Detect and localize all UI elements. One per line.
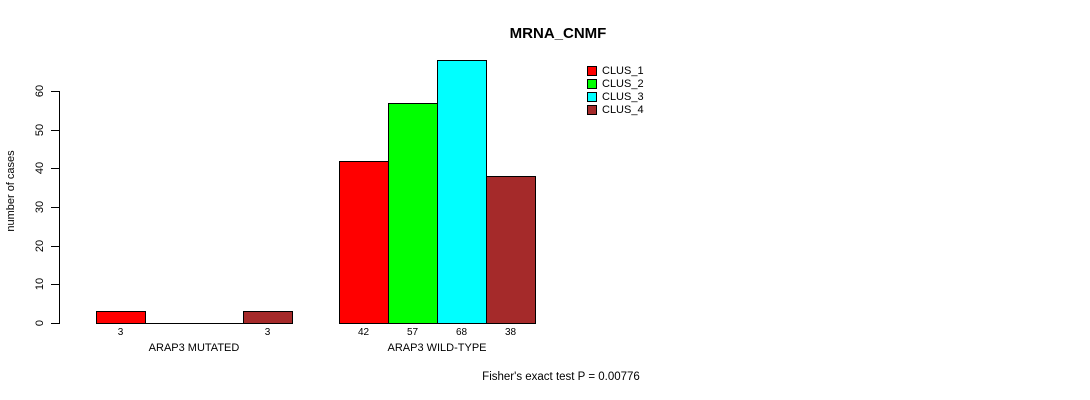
bar-value-label: 57 <box>406 327 419 338</box>
legend-swatch-icon <box>587 104 597 115</box>
bar-clus_3 <box>437 60 487 324</box>
y-axis-line <box>59 91 60 324</box>
y-tick-label: 20 <box>34 239 46 253</box>
y-tick-label: 0 <box>34 319 46 327</box>
y-tick-label: 30 <box>34 200 46 214</box>
y-tick-mark <box>51 246 59 247</box>
y-tick-mark <box>51 207 59 208</box>
y-tick-mark <box>51 130 59 131</box>
bar-clus_1 <box>339 161 389 324</box>
y-tick-mark <box>51 323 59 324</box>
bar-value-label: 42 <box>357 327 370 338</box>
legend: CLUS_1 CLUS_2 CLUS_3 CLUS_4 <box>587 64 644 116</box>
legend-swatch-icon <box>587 65 597 76</box>
legend-swatch-icon <box>587 78 597 89</box>
y-tick-label: 40 <box>34 161 46 175</box>
group-baseline <box>96 323 293 324</box>
legend-row: CLUS_1 <box>587 64 644 77</box>
bar-clus_4 <box>243 311 293 324</box>
legend-swatch-icon <box>587 91 597 102</box>
legend-label: CLUS_4 <box>602 103 644 116</box>
y-tick-label: 60 <box>34 84 46 98</box>
y-tick-label: 50 <box>34 123 46 137</box>
bar-value-label: 3 <box>264 327 271 338</box>
y-tick-label: 10 <box>34 277 46 291</box>
bar-value-label: 3 <box>117 327 124 338</box>
bar-value-label: 38 <box>504 327 517 338</box>
group-label: ARAP3 WILD-TYPE <box>387 342 487 354</box>
chart-title: MRNA_CNMF <box>509 25 607 42</box>
y-tick-mark <box>51 91 59 92</box>
bar-clus_1 <box>96 311 146 324</box>
legend-row: CLUS_3 <box>587 90 644 103</box>
group-label: ARAP3 MUTATED <box>148 342 240 354</box>
y-tick-mark <box>51 284 59 285</box>
fisher-test-annotation: Fisher's exact test P = 0.00776 <box>482 371 640 383</box>
legend-label: CLUS_1 <box>602 64 644 77</box>
legend-label: CLUS_3 <box>602 90 644 103</box>
y-tick-mark <box>51 168 59 169</box>
y-axis-label: number of cases <box>5 150 17 232</box>
legend-label: CLUS_2 <box>602 77 644 90</box>
bar-value-label: 68 <box>455 327 468 338</box>
bar-clus_2 <box>388 103 438 324</box>
bar-clus_4 <box>486 176 536 324</box>
legend-row: CLUS_4 <box>587 103 644 116</box>
legend-row: CLUS_2 <box>587 77 644 90</box>
